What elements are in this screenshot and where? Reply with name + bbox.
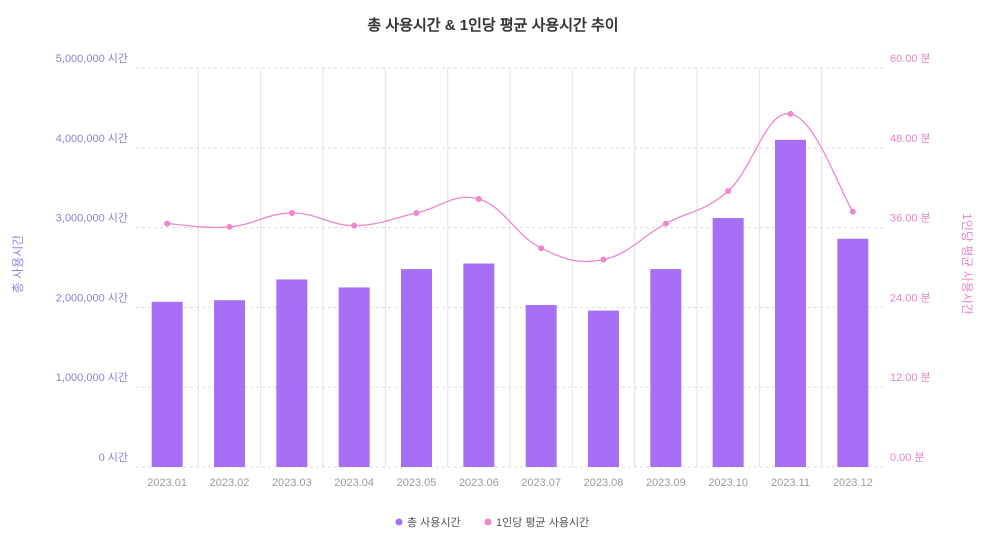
bar[interactable] [588,310,619,467]
left-tick-label: 0 시간 [99,451,128,464]
x-tick-label: 2023.11 [771,477,810,489]
line-point[interactable] [849,208,856,215]
left-axis-title: 총 사용시간 [11,235,25,294]
left-tick-label: 3,000,000 시간 [56,212,128,225]
x-tick-label: 2023.05 [397,477,437,489]
bar[interactable] [214,300,245,467]
x-tick-label: 2023.09 [646,477,686,489]
line-point[interactable] [164,220,171,227]
bar[interactable] [338,287,370,467]
right-axis-ticks: 0.00 분 12.00 분 24.00 분 36.00 분 48.00 분 60.00 … [890,53,931,464]
x-tick-label: 2023.04 [334,477,374,489]
line-series [164,110,856,263]
right-tick-label: 48.00 분 [890,133,931,145]
line-point[interactable] [475,196,482,203]
bar[interactable] [712,218,744,467]
bar[interactable] [151,301,183,467]
chart-title: 총 사용시간 & 1인당 평균 사용시간 추이 [367,16,618,34]
line-point[interactable] [662,220,669,227]
right-tick-label: 24.00 분 [890,292,931,304]
x-tick-label: 2023.01 [147,477,187,489]
bar[interactable] [525,305,557,467]
legend-line-swatch [484,518,492,526]
right-tick-label: 12.00 분 [890,372,931,384]
x-tick-label: 2023.12 [833,477,873,489]
line-point[interactable] [226,223,233,230]
x-tick-label: 2023.03 [272,477,312,489]
bar[interactable] [650,269,682,467]
left-tick-label: 1,000,000 시간 [56,371,128,384]
left-tick-label: 5,000,000 시간 [56,52,128,65]
x-tick-label: 2023.10 [708,477,748,489]
x-tick-label: 2023.08 [584,477,624,489]
line-point[interactable] [538,245,545,252]
legend-line-label: 1인당 평균 사용시간 [496,516,589,529]
legend-bar-label: 총 사용시간 [407,516,461,529]
grid-lines [136,67,884,468]
right-tick-label: 36.00 분 [890,213,931,225]
right-tick-label: 0.00 분 [890,452,925,464]
x-axis-ticks: 2023.01 2023.02 2023.03 2023.04 2023.05 2023.… [147,477,872,489]
bar-series [151,139,869,467]
line-point[interactable] [413,209,420,216]
line-point[interactable] [600,256,607,263]
bar[interactable] [837,238,869,467]
line-point[interactable] [725,188,732,195]
x-tick-label: 2023.07 [521,477,561,489]
right-tick-label: 60.00 분 [890,53,931,65]
line-point[interactable] [787,110,794,117]
x-tick-label: 2023.02 [210,477,250,489]
left-tick-label: 2,000,000 시간 [56,291,128,304]
bar[interactable] [775,139,806,467]
legend-item-line[interactable]: 1인당 평균 사용시간 [484,516,590,529]
right-axis-title: 1인당 평균 사용시간 [960,213,974,315]
x-tick-label: 2023.06 [459,477,499,489]
legend-item-bar[interactable]: 총 사용시간 [395,516,461,529]
legend-bar-swatch [395,518,403,526]
legend: 총 사용시간 1인당 평균 사용시간 [395,516,590,529]
bar[interactable] [401,269,432,467]
left-tick-label: 4,000,000 시간 [56,132,128,145]
line-point[interactable] [351,222,358,229]
bar[interactable] [276,279,308,467]
bar[interactable] [463,263,495,467]
left-axis-ticks: 0 시간 1,000,000 시간 2,000,000 시간 3,000,000 시간… [56,52,128,464]
line-point[interactable] [288,209,295,216]
